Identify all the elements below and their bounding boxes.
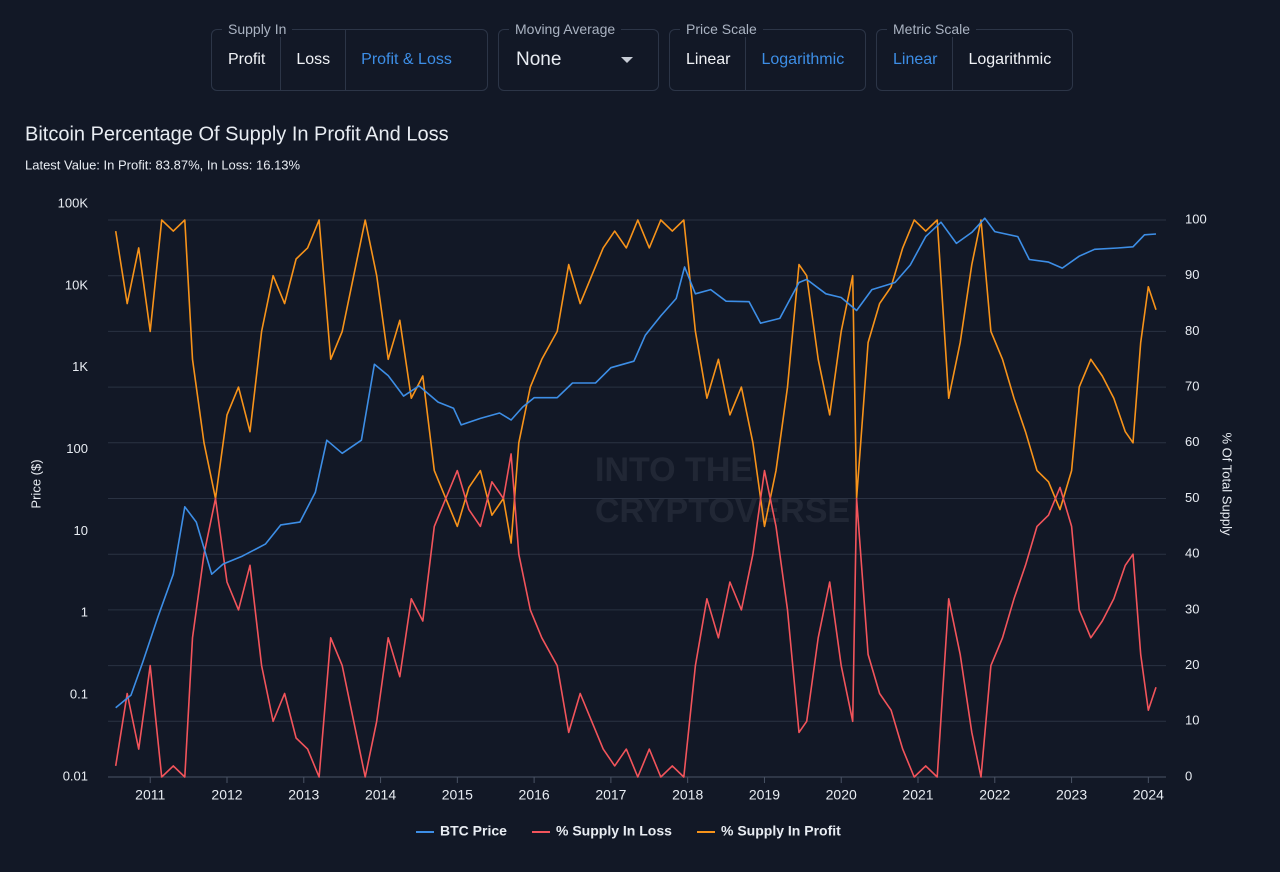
control-option[interactable]: Profit (212, 29, 282, 91)
dropdown-arrow (621, 57, 633, 63)
y2-tick-label: 50 (1185, 490, 1199, 505)
chart-title: Bitcoin Percentage Of Supply In Profit A… (25, 123, 449, 145)
series-line (114, 219, 1157, 544)
series-line (115, 217, 1157, 709)
y2-tick-label: 60 (1185, 434, 1199, 449)
control-label: Moving Average (509, 21, 622, 37)
y-tick-label: 0.01 (63, 768, 88, 783)
x-tick-label: 2023 (1056, 787, 1087, 803)
x-tick-label: 2022 (979, 787, 1010, 803)
y2-tick-label: 40 (1185, 546, 1199, 561)
y2-tick-label: 30 (1185, 601, 1199, 616)
x-tick-label: 2014 (365, 787, 396, 803)
control-group: Price Scale Linear Logarithmic (669, 21, 866, 91)
y-tick-label: 100K (58, 195, 89, 210)
x-tick-label: 2012 (211, 787, 242, 803)
control-option[interactable]: Loss (281, 29, 347, 91)
y-tick-label: 10K (65, 277, 88, 292)
watermark: CRYPTOVERSE (595, 492, 850, 530)
y-tick-label: 1K (72, 359, 88, 374)
control-group: Supply In Profit Loss Profit & Loss (211, 21, 488, 91)
y2-tick-label: 20 (1185, 657, 1199, 672)
y2-tick-label: 10 (1185, 713, 1199, 728)
y-axis-title: Price ($) (28, 459, 43, 508)
x-tick-label: 2020 (826, 787, 857, 803)
control-option[interactable]: Profit & Loss (361, 51, 452, 68)
legend-label: BTC Price (440, 823, 507, 839)
watermark: INTO THE (595, 451, 753, 489)
x-tick-label: 2016 (519, 787, 550, 803)
y2-tick-label: 100 (1185, 211, 1207, 226)
control-option[interactable]: Linear (877, 29, 954, 91)
legend-label: % Supply In Profit (721, 823, 841, 839)
control-group: Metric Scale Linear Logarithmic (876, 21, 1073, 91)
control-option[interactable]: Logarithmic (761, 51, 845, 68)
x-tick-label: 2017 (595, 787, 626, 803)
control-option[interactable]: Logarithmic (968, 51, 1052, 68)
control-option[interactable]: Linear (670, 29, 747, 91)
x-tick-label: 2011 (135, 787, 165, 803)
control-label: Price Scale (680, 21, 763, 37)
y2-tick-label: 70 (1185, 379, 1199, 394)
y2-tick-label: 80 (1185, 323, 1199, 338)
control-label: Metric Scale (887, 21, 977, 37)
y2-tick-label: 0 (1185, 768, 1192, 783)
x-tick-label: 2013 (288, 787, 319, 803)
y-tick-label: 10 (74, 523, 88, 538)
y2-tick-label: 90 (1185, 267, 1199, 282)
y2-axis-title: % Of Total Supply (1220, 432, 1235, 536)
x-tick-label: 2018 (672, 787, 703, 803)
x-tick-label: 2015 (442, 787, 473, 803)
control-label: Supply In (222, 21, 293, 37)
y-tick-label: 1 (81, 605, 88, 620)
dropdown-value: None (516, 49, 562, 70)
chart-subtitle: Latest Value: In Profit: 83.87%, In Loss… (25, 157, 301, 172)
series-line (114, 453, 1157, 778)
y-tick-label: 0.1 (70, 687, 88, 702)
x-tick-label: 2021 (902, 787, 933, 803)
legend-label: % Supply In Loss (556, 823, 672, 839)
dropdown[interactable]: None (499, 49, 658, 71)
x-tick-label: 2024 (1133, 787, 1164, 803)
x-tick-label: 2019 (749, 787, 780, 803)
y-tick-label: 100 (66, 441, 88, 456)
control-group: Moving Average None (498, 21, 659, 91)
